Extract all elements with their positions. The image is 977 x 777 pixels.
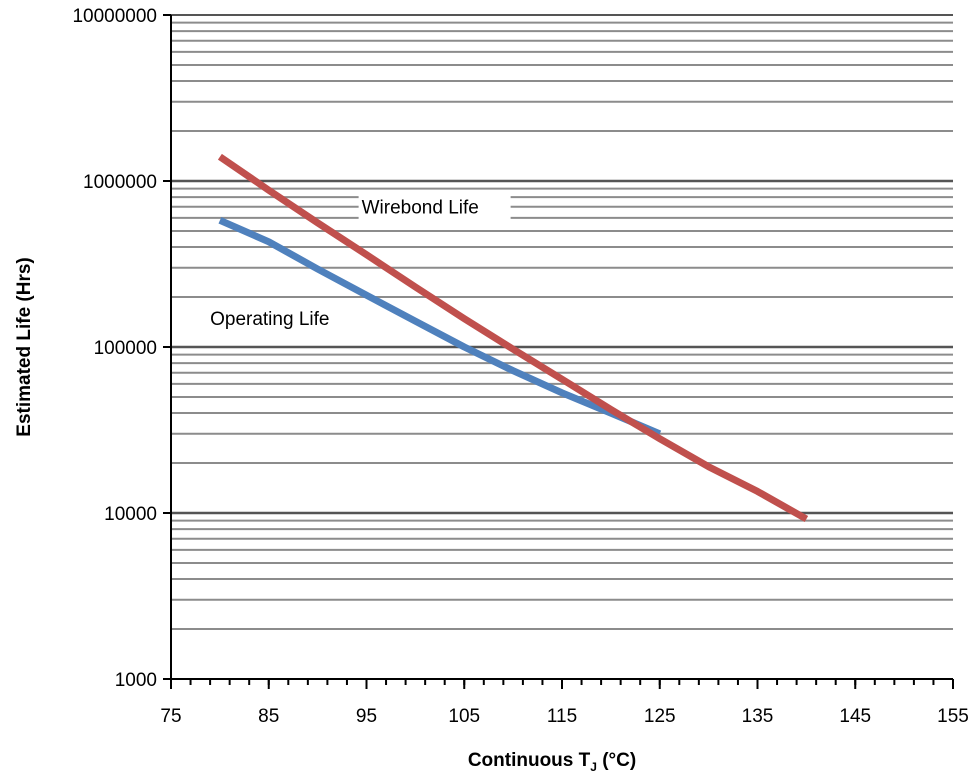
ticks: 1000 10000 100000 1000000 10000000 75 85 95 105 1… bbox=[72, 6, 968, 727]
y-tick-label-10000: 10000 bbox=[104, 504, 157, 525]
x-axis-title: Continuous TJ (°C) bbox=[468, 750, 636, 774]
x-tick-label-125: 125 bbox=[644, 706, 676, 727]
x-axis-title-suffix: (°C) bbox=[597, 750, 636, 771]
y-axis-title: Estimated Life (Hrs) bbox=[14, 257, 35, 436]
y-tick-label-1000000: 1000000 bbox=[83, 172, 157, 193]
x-axis-title-main: Continuous T bbox=[468, 750, 591, 771]
gridlines bbox=[171, 14, 953, 631]
annotation-wirebond-life: Wirebond Life bbox=[362, 198, 479, 219]
y-tick-label-10000000: 10000000 bbox=[72, 6, 157, 27]
annotations: Wirebond Life Operating Life bbox=[210, 193, 511, 330]
x-tick-label-145: 145 bbox=[839, 706, 871, 727]
x-tick-label-155: 155 bbox=[937, 706, 969, 727]
series-line-operating-life bbox=[218, 217, 662, 438]
x-tick-label-115: 115 bbox=[547, 706, 577, 727]
x-tick-label-85: 85 bbox=[258, 706, 279, 727]
series-line-wirebond-life bbox=[217, 153, 809, 523]
y-tick-label-1000: 1000 bbox=[115, 670, 157, 691]
x-tick-label-105: 105 bbox=[448, 706, 480, 727]
x-tick-label-135: 135 bbox=[742, 706, 774, 727]
y-tick-label-100000: 100000 bbox=[94, 338, 157, 359]
annotation-background-wirebond bbox=[358, 193, 511, 220]
x-tick-label-95: 95 bbox=[356, 706, 377, 727]
annotation-operating-life: Operating Life bbox=[210, 309, 329, 330]
x-tick-label-75: 75 bbox=[160, 706, 181, 727]
x-axis-title-subscript: J bbox=[590, 760, 597, 774]
series-layer bbox=[217, 153, 809, 523]
